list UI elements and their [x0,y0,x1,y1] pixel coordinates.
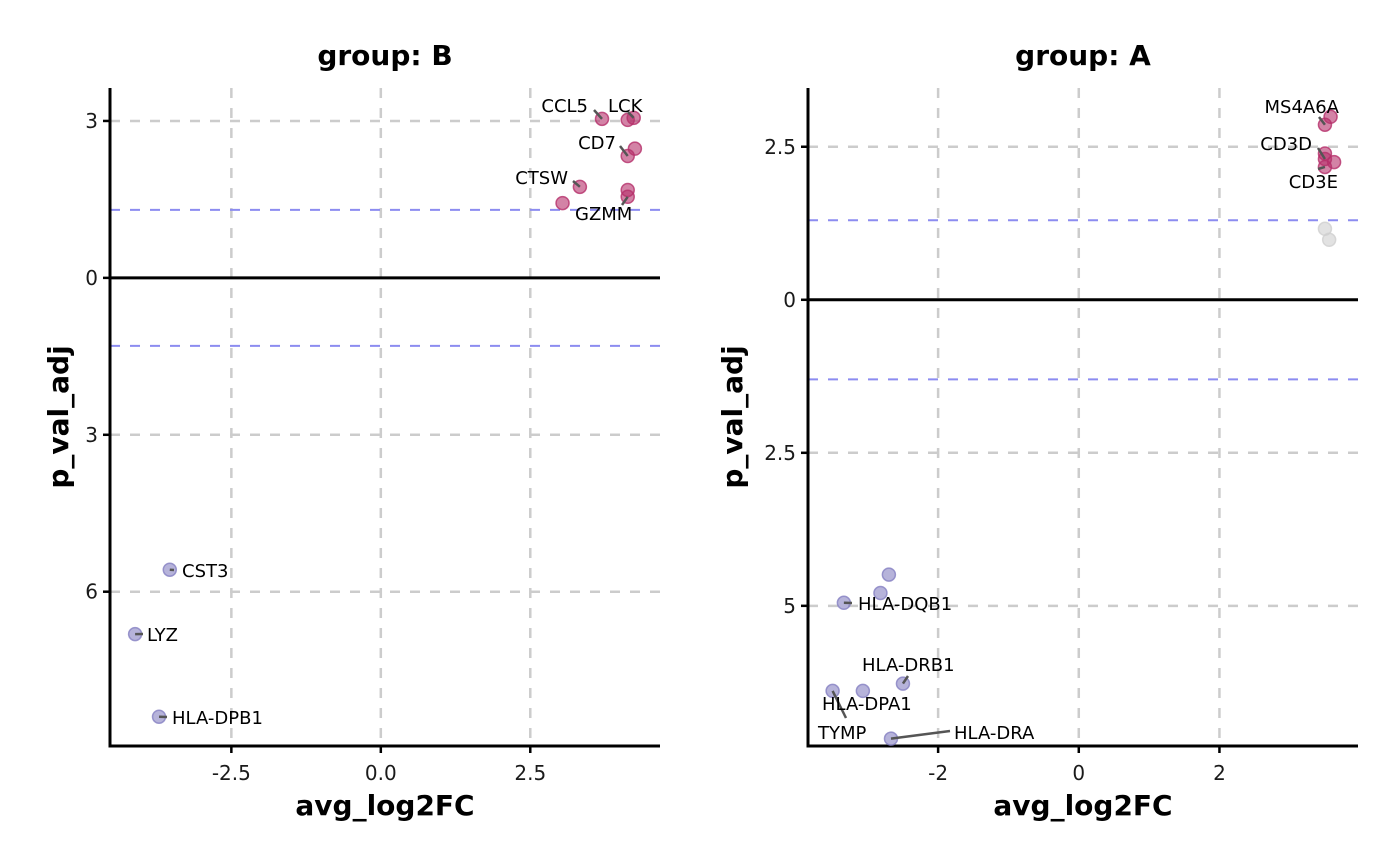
point-label: CTSW [515,168,568,189]
point-label: HLA-DPA1 [822,694,912,715]
point-label: CCL5 [541,96,588,117]
label-leader-line [620,196,629,206]
x-tick-label: -2.5 [212,761,251,785]
label-leader-line [1317,165,1326,171]
label-leader-line [890,729,951,740]
label-leader-line [572,180,581,188]
label-leader-line [619,145,629,157]
y-tick-label: 0 [783,288,796,312]
point-label: MS4A6A [1265,97,1340,118]
y-tick-label: 5 [783,594,796,618]
panel-title: group: B [317,39,452,72]
y-axis-title: p_val_adj [42,345,75,488]
panel-group-a: -2 0 2 2.5 0 2.5 5 MS4A6A CD3D CD3E HLA-DQB1 HLA-DR… [716,39,1358,822]
data-point-down [873,585,888,601]
plot-area: -2 0 2 2.5 0 2.5 5 MS4A6A CD3D CD3E HLA-DQB1 HLA-DR… [764,88,1358,785]
label-leader-line [627,111,635,119]
point-label: TYMP [817,723,867,744]
x-tick-label: 2 [1213,761,1226,785]
plot-area: -2.5 0.0 2.5 3 0 3 6 CCL5 LCK CD7 CTSW GZMM CST3 LYZ H… [85,88,660,785]
x-tick-label: -2 [928,761,948,785]
data-point-down [881,567,897,582]
data-point-up [555,195,570,211]
point-label: GZMM [575,204,632,225]
y-tick-label: 6 [85,580,98,604]
x-tick-label: 2.5 [514,761,546,785]
point-label: HLA-DPB1 [172,708,263,729]
y-tick-label: 3 [85,109,98,133]
panel-group-b: -2.5 0.0 2.5 3 0 3 6 CCL5 LCK CD7 CTSW GZMM CST3 LYZ H… [42,39,660,822]
y-tick-label: 3 [85,423,98,447]
panel-title: group: A [1015,39,1151,72]
point-label: CD3D [1260,134,1312,155]
x-axis-title: avg_log2FC [993,789,1172,822]
y-tick-label: 2.5 [764,441,796,465]
label-leader-line [901,675,910,685]
point-label: HLA-DQB1 [858,594,952,615]
y-tick-label: 0 [85,266,98,290]
point-label: LCK [608,96,644,117]
label-leader-line [1316,147,1327,160]
point-label: HLA-DRA [954,723,1035,744]
point-label: HLA-DRB1 [862,655,955,676]
label-leader-line [593,109,603,120]
point-label: CST3 [182,561,228,582]
data-point-down [855,683,871,699]
x-axis-title: avg_log2FC [295,789,474,822]
label-leader-line [831,690,848,719]
y-tick-label: 2.5 [764,135,796,159]
y-axis-title: p_val_adj [716,345,749,488]
x-tick-label: 0.0 [365,761,397,785]
label-leader-line [1318,116,1326,126]
data-point-ns [1321,232,1337,248]
point-label: CD7 [578,133,616,154]
point-label: CD3E [1289,172,1338,193]
point-label: LYZ [147,625,178,646]
x-tick-label: 0 [1072,761,1085,785]
